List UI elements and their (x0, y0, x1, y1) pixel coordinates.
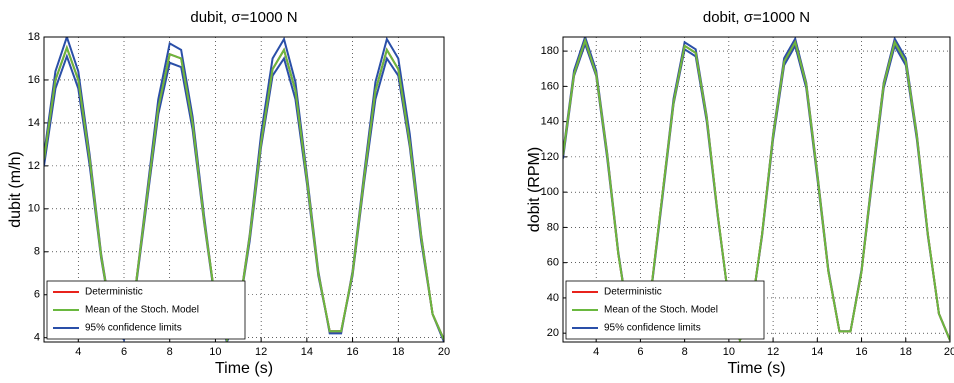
x-tick-label: 8 (682, 346, 688, 358)
x-tick-label: 8 (167, 346, 173, 358)
x-tick-label: 10 (723, 346, 735, 358)
x-tick-label: 12 (255, 346, 267, 358)
legend-label: Mean of the Stoch. Model (85, 305, 199, 316)
y-tick-label: 14 (28, 117, 40, 129)
x-tick-label: 4 (75, 346, 81, 358)
x-tick-label: 20 (438, 346, 450, 358)
x-axis-label: Time (s) (727, 360, 785, 377)
y-tick-label: 12 (28, 160, 40, 172)
x-tick-label: 4 (593, 346, 599, 358)
x-tick-label: 18 (392, 346, 404, 358)
x-tick-label: 6 (121, 346, 127, 358)
y-tick-label: 6 (34, 289, 40, 301)
legend-label: Mean of the Stoch. Model (604, 305, 718, 316)
legend-label: 95% confidence limits (85, 323, 182, 334)
y-tick-label: 10 (28, 203, 40, 215)
y-tick-label: 60 (547, 257, 559, 269)
legend-label: 95% confidence limits (604, 323, 701, 334)
y-tick-label: 8 (34, 246, 40, 258)
y-tick-label: 20 (547, 327, 559, 339)
legend-box (46, 280, 246, 340)
chart-title: dobit, σ=1000 N (703, 9, 810, 26)
x-tick-label: 10 (209, 346, 221, 358)
x-tick-label: 18 (900, 346, 912, 358)
x-tick-label: 14 (301, 346, 313, 358)
axes-box (562, 36, 951, 343)
x-tick-label: 6 (637, 346, 643, 358)
y-tick-label: 4 (34, 332, 40, 344)
legend-label: Deterministic (85, 287, 143, 298)
y-tick-label: 18 (28, 31, 40, 43)
x-tick-label: 16 (346, 346, 358, 358)
x-axis-label: Time (s) (215, 360, 273, 377)
y-tick-label: 160 (541, 80, 559, 92)
y-axis-label: dubit (m/h) (7, 151, 24, 227)
y-tick-label: 120 (541, 151, 559, 163)
x-tick-label: 20 (944, 346, 954, 358)
y-tick-label: 80 (547, 221, 559, 233)
chart: 20 40 60 80 100 120 140 160 180 4 6 8 10 12 14 16 18 20 do… (526, 9, 954, 377)
y-tick-label: 140 (541, 116, 559, 128)
x-tick-label: 14 (811, 346, 823, 358)
y-axis-label: dobit (RPM) (526, 147, 543, 232)
x-tick-label: 12 (767, 346, 779, 358)
y-tick-label: 100 (541, 186, 559, 198)
chart-title: dubit, σ=1000 N (190, 9, 297, 26)
chart: 4 6 8 10 12 14 16 18 4 6 8 10 12 14 16 18 20 dubit, σ=100… (7, 9, 450, 377)
y-tick-label: 16 (28, 74, 40, 86)
legend-box (565, 280, 765, 340)
axes-box (43, 36, 445, 343)
legend-label: Deterministic (604, 287, 662, 298)
x-tick-label: 16 (855, 346, 867, 358)
y-tick-label: 40 (547, 292, 559, 304)
y-tick-label: 180 (541, 45, 559, 57)
